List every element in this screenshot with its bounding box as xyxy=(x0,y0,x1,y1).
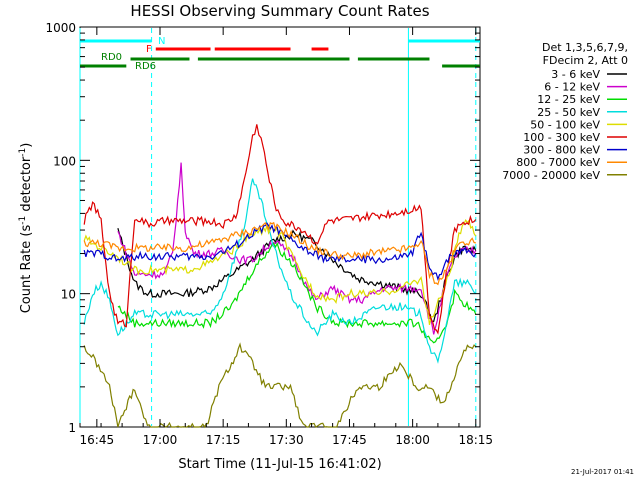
x-tick-label-5: 17:45 xyxy=(332,433,367,447)
series-line-6 xyxy=(83,124,477,335)
y-axis-label: Count Rate (s-1 detector-1) xyxy=(18,143,34,314)
legend-label-9: 7000 - 20000 keV xyxy=(502,169,600,182)
legend: Det 1,3,5,6,7,9, FDecim 2, Att 0 3 - 6 k… xyxy=(502,41,628,182)
y-tick-label-3: 100 xyxy=(53,154,76,168)
status-label-f: F xyxy=(146,44,152,55)
legend-label-1: 3 - 6 keV xyxy=(551,68,600,81)
legend-label-8: 800 - 7000 keV xyxy=(516,156,600,169)
status-label-rd0: RD0 xyxy=(101,52,122,63)
x-tick-label-7: 18:15 xyxy=(458,433,493,447)
legend-header-line-1: Det 1,3,5,6,7,9, xyxy=(542,41,628,54)
y-tick-label-2: 10 xyxy=(61,288,76,302)
x-axis-label: Start Time (11-Jul-15 16:41:02) xyxy=(178,457,381,472)
series-line-8 xyxy=(83,221,476,286)
x-tick-label-3: 17:15 xyxy=(206,433,241,447)
status-label-n: N xyxy=(158,36,165,47)
series-line-2 xyxy=(117,162,477,335)
legend-label-3: 12 - 25 keV xyxy=(537,93,600,106)
y-tick-label-1: 1 xyxy=(68,421,76,435)
legend-label-2: 6 - 12 keV xyxy=(544,81,600,94)
series-line-9 xyxy=(83,342,477,429)
status-label-rd6: RD6 xyxy=(135,61,156,72)
series-line-3 xyxy=(117,242,477,344)
legend-label-7: 300 - 800 keV xyxy=(523,144,600,157)
svg-text:Count Rate (s-1 detector-1): Count Rate (s-1 detector-1) xyxy=(18,143,34,314)
plot-frame xyxy=(79,26,481,428)
footer-timestamp: 21-Jul-2017 01:41 xyxy=(571,468,634,476)
x-tick-label-6: 18:00 xyxy=(395,433,430,447)
legend-label-6: 100 - 300 keV xyxy=(523,131,600,144)
series-line-4 xyxy=(83,178,477,364)
x-tick-label-4: 17:30 xyxy=(269,433,304,447)
series-line-1 xyxy=(117,228,477,323)
chart-title: HESSI Observing Summary Count Rates xyxy=(130,2,429,20)
legend-label-5: 50 - 100 keV xyxy=(530,118,600,131)
x-tick-label-1: 16:45 xyxy=(80,433,115,447)
series-line-5 xyxy=(83,219,477,326)
y-tick-label-4: 1000 xyxy=(45,21,76,35)
legend-header-line-2: FDecim 2, Att 0 xyxy=(543,54,628,67)
x-tick-label-2: 17:00 xyxy=(143,433,178,447)
legend-label-4: 25 - 50 keV xyxy=(537,106,600,119)
